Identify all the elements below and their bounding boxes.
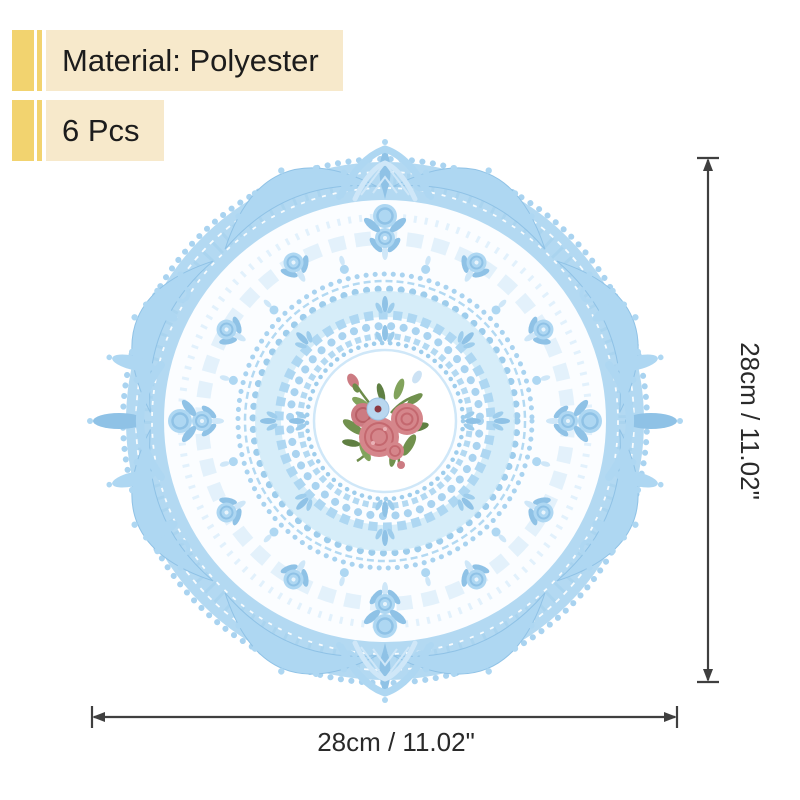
callout-quantity: 6 Pcs	[12, 100, 164, 161]
callout-accent-bar	[12, 100, 34, 161]
material-label: Material: Polyester	[62, 42, 319, 78]
horizontal-dimension-label: 28cm / 11.02"	[317, 727, 475, 757]
doily-beaded-rings	[235, 271, 535, 571]
dimension-annotations: 28cm / 11.02" 28cm / 11.02"	[90, 156, 765, 757]
doily-center-bouquet	[342, 370, 429, 469]
callout-accent-stripe	[37, 100, 42, 161]
callout-material-box: Material: Polyester	[46, 30, 343, 91]
callout-accent-bar	[12, 30, 34, 91]
quantity-label: 6 Pcs	[62, 112, 140, 148]
doily-floral-wreath	[166, 202, 604, 640]
doily-photo	[87, 136, 683, 705]
vertical-dimension: 28cm / 11.02"	[697, 156, 765, 684]
callout-material: Material: Polyester	[12, 30, 343, 91]
callout-accent-stripe	[37, 30, 42, 91]
callout-quantity-box: 6 Pcs	[46, 100, 164, 161]
horizontal-dimension: 28cm / 11.02"	[90, 706, 679, 757]
vertical-dimension-label: 28cm / 11.02"	[735, 342, 765, 500]
